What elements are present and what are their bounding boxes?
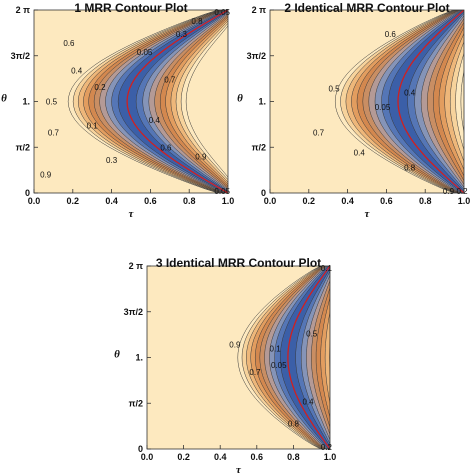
contour-label: 0.1 (321, 264, 333, 273)
contour-panel-1: 0.8 0.6 0.4 0.5 0.2 0.1 0.7 0.3 0.9 0.05 0.3 0.7 0.4… (1, 1, 235, 220)
contour-label: 0.9 (229, 341, 241, 350)
x-tick-label: 0.8 (287, 452, 300, 462)
contour-band-0.05 (117, 10, 228, 193)
contour-label: 0.8 (288, 419, 300, 428)
contour-label: 0.8 (191, 17, 203, 26)
contour-panel-3: 0.9 0.5 0.1 0.05 0.7 0.4 0.8 0.1 0.2 3 Identical … (114, 256, 337, 474)
x-tick-label: 0.0 (141, 452, 154, 462)
y-tick-label: 1. (258, 97, 266, 107)
x-axis-label: τ (129, 208, 135, 220)
y-tick-label: 3π/2 (247, 51, 266, 61)
x-tick-label: 1.0 (458, 196, 471, 206)
y-axis-label: θ (237, 93, 243, 105)
contour-label: 0.05 (214, 8, 230, 17)
x-tick-label: 0.8 (419, 196, 432, 206)
y-tick-label: 1. (135, 353, 143, 363)
x-tick-label: 1.0 (324, 452, 337, 462)
contour-label: 0.4 (404, 88, 416, 97)
contour-label: 0.05 (271, 361, 287, 370)
contour-band-0.05 (388, 10, 464, 193)
contour-band-0.2 (374, 10, 464, 193)
x-tick-label: 0.0 (264, 196, 277, 206)
contour-label: 0.9 (195, 152, 207, 161)
chart-title: 3 Identical MRR Contour Plot (156, 256, 321, 270)
x-tick-label: 0.4 (214, 452, 227, 462)
contour-label: 0.2 (94, 83, 106, 92)
y-tick-label: 3π/2 (124, 307, 143, 317)
x-tick-label: 0.0 (28, 196, 41, 206)
chart-title: 1 MRR Contour Plot (74, 1, 187, 15)
contour-label: 0.3 (106, 156, 118, 165)
x-tick-label: 0.6 (144, 196, 157, 206)
y-tick-label: 2 π (129, 261, 144, 271)
contour-label: 0.05 (375, 103, 391, 112)
x-tick-label: 0.2 (177, 452, 190, 462)
contour-label: 0.8 (404, 163, 416, 172)
x-tick-label: 0.2 (67, 196, 80, 206)
x-axis-label: τ (236, 464, 242, 474)
y-axis-label: θ (114, 349, 120, 361)
contour-label: 0.4 (149, 116, 161, 125)
contour-label: 0.4 (354, 149, 366, 158)
minimum-line (126, 10, 228, 193)
x-tick-label: 0.2 (303, 196, 316, 206)
y-axis-label: θ (1, 93, 7, 105)
contour-label: 0.9 (40, 171, 52, 180)
contour-label: 0.05 (137, 48, 153, 57)
contour-label: 0.6 (160, 143, 172, 152)
y-tick-label: 0 (261, 188, 266, 198)
contour-label: 0.6 (63, 39, 75, 48)
y-tick-label: π/2 (16, 142, 30, 152)
contour-label: 0.4 (302, 397, 314, 406)
x-tick-label: 0.6 (251, 452, 264, 462)
x-axis-label: τ (365, 208, 371, 220)
contour-panel-2: 0.60.5 0.40.050.70.40.80.9 0.22 Identical … (237, 1, 471, 220)
contour-label: 0.5 (46, 98, 58, 107)
y-tick-label: 0 (25, 188, 30, 198)
contour-label: 0.9 (443, 187, 455, 196)
y-tick-label: 2 π (16, 5, 31, 15)
x-tick-label: 0.4 (105, 196, 118, 206)
y-tick-label: 3π/2 (11, 51, 30, 61)
contour-label: 0.4 (71, 66, 83, 75)
x-tick-label: 0.6 (380, 196, 393, 206)
x-tick-label: 0.4 (341, 196, 354, 206)
contour-label: 0.6 (385, 30, 397, 39)
contour-label: 0.05 (214, 187, 230, 196)
contour-label: 0.7 (249, 368, 261, 377)
contour-label: 0.7 (313, 129, 325, 138)
x-tick-label: 1.0 (222, 196, 235, 206)
contour-label: 0.2 (321, 443, 333, 452)
contour-label: 0.5 (328, 85, 340, 94)
minimum-line (397, 10, 464, 193)
chart-title: 2 Identical MRR Contour Plot (284, 1, 449, 15)
contour-label: 0.1 (87, 121, 99, 130)
y-tick-label: 0 (138, 444, 143, 454)
y-tick-label: 1. (22, 97, 30, 107)
y-tick-label: π/2 (252, 142, 266, 152)
contour-label: 0.2 (456, 187, 468, 196)
contour-label: 0.3 (176, 30, 188, 39)
y-tick-label: 2 π (252, 5, 267, 15)
x-tick-label: 0.8 (183, 196, 196, 206)
contour-label: 0.7 (48, 129, 60, 138)
contour-label: 0.7 (164, 76, 176, 85)
contour-label: 0.5 (306, 330, 318, 339)
minimum-line (287, 266, 330, 449)
contour-label: 0.1 (270, 344, 282, 353)
y-tick-label: π/2 (129, 398, 143, 408)
